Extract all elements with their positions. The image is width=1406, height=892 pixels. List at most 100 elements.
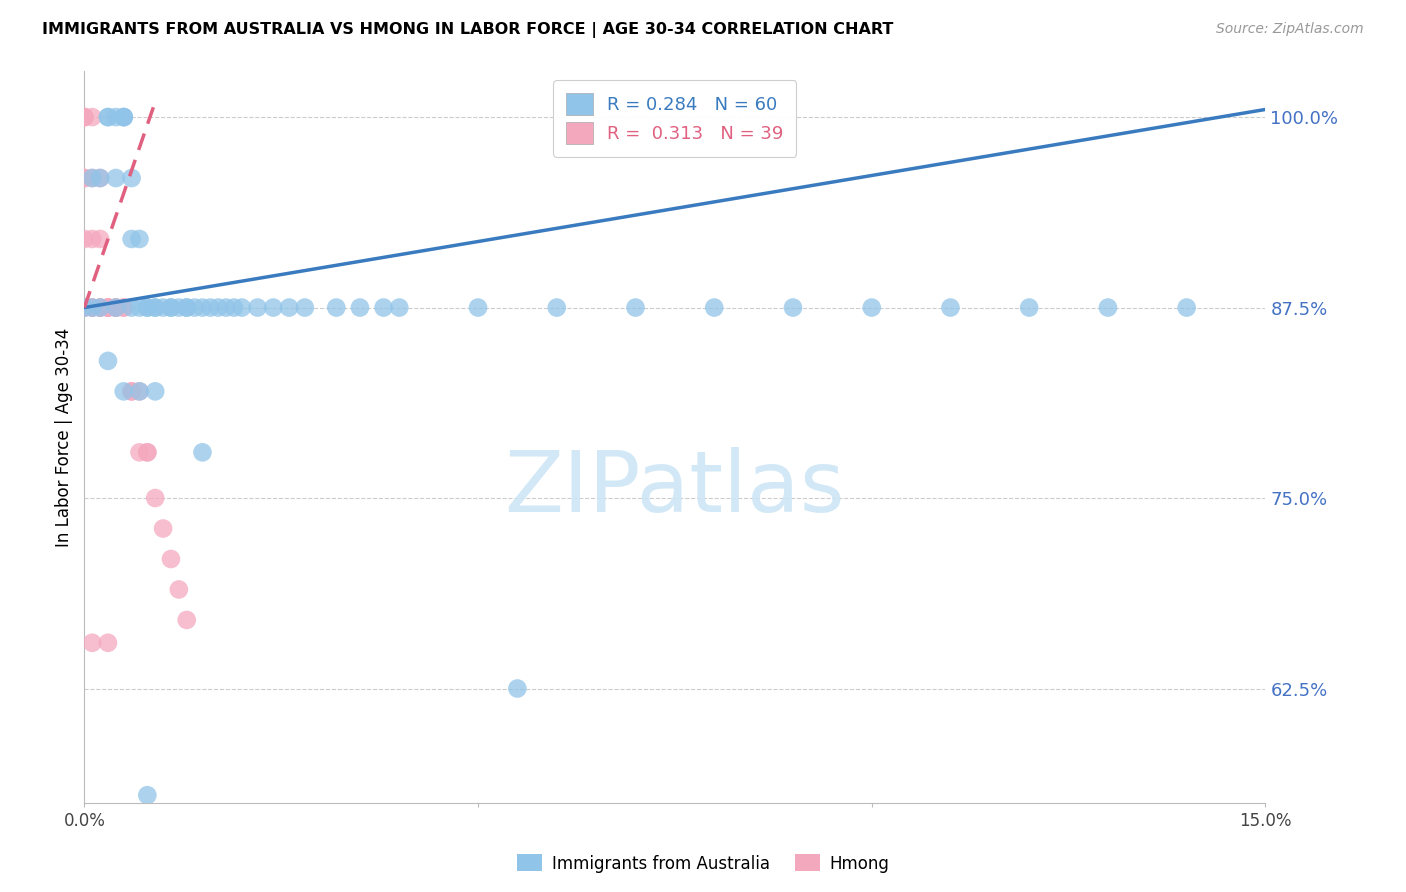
Point [104, 301, 127, 315]
Point [136, 301, 159, 315]
Point [73, 301, 96, 315]
Point [97, 354, 120, 368]
Point [97, 301, 120, 315]
Point [176, 301, 198, 315]
Point [82, 171, 104, 186]
Point [152, 301, 174, 315]
Point [278, 301, 301, 315]
Point [128, 384, 150, 399]
Point [104, 301, 127, 315]
Point [546, 301, 568, 315]
Point [136, 301, 159, 315]
Text: ZIPatlas: ZIPatlas [505, 447, 845, 530]
Point [73, 110, 96, 124]
Point [73, 232, 96, 246]
Point [89, 171, 111, 186]
Point [112, 384, 135, 399]
Point [82, 636, 104, 650]
Point [82, 110, 104, 124]
Point [231, 301, 253, 315]
Point [246, 301, 269, 315]
Point [82, 301, 104, 315]
Point [112, 110, 135, 124]
Text: Source: ZipAtlas.com: Source: ZipAtlas.com [1216, 22, 1364, 37]
Point [167, 582, 190, 597]
Point [143, 491, 166, 505]
Point [128, 384, 150, 399]
Point [73, 110, 96, 124]
Point [121, 232, 143, 246]
Point [860, 301, 883, 315]
Point [97, 301, 120, 315]
Point [73, 171, 96, 186]
Point [167, 301, 190, 315]
Point [104, 301, 127, 315]
Point [176, 613, 198, 627]
Y-axis label: In Labor Force | Age 30-34: In Labor Force | Age 30-34 [55, 327, 73, 547]
Point [160, 552, 183, 566]
Point [222, 301, 245, 315]
Point [104, 301, 127, 315]
Point [703, 301, 725, 315]
Point [136, 445, 159, 459]
Point [294, 301, 316, 315]
Text: IMMIGRANTS FROM AUSTRALIA VS HMONG IN LABOR FORCE | AGE 30-34 CORRELATION CHART: IMMIGRANTS FROM AUSTRALIA VS HMONG IN LA… [42, 22, 894, 38]
Point [104, 110, 127, 124]
Point [136, 445, 159, 459]
Point [82, 232, 104, 246]
Point [143, 301, 166, 315]
Point [325, 301, 347, 315]
Point [262, 301, 284, 315]
Point [207, 301, 229, 315]
Point [97, 110, 120, 124]
Point [782, 301, 804, 315]
Point [73, 301, 96, 315]
Point [1175, 301, 1198, 315]
Point [112, 110, 135, 124]
Point [128, 232, 150, 246]
Point [89, 171, 111, 186]
Point [112, 110, 135, 124]
Point [143, 384, 166, 399]
Point [89, 301, 111, 315]
Point [104, 171, 127, 186]
Point [89, 301, 111, 315]
Point [121, 171, 143, 186]
Point [82, 301, 104, 315]
Point [136, 788, 159, 802]
Point [97, 301, 120, 315]
Point [143, 301, 166, 315]
Point [176, 301, 198, 315]
Legend: R = 0.284   N = 60, R =  0.313   N = 39: R = 0.284 N = 60, R = 0.313 N = 39 [554, 80, 796, 157]
Point [121, 384, 143, 399]
Point [215, 301, 238, 315]
Point [112, 301, 135, 315]
Point [97, 636, 120, 650]
Point [506, 681, 529, 696]
Point [388, 301, 411, 315]
Point [183, 301, 205, 315]
Point [939, 301, 962, 315]
Point [128, 301, 150, 315]
Point [97, 301, 120, 315]
Point [1097, 301, 1119, 315]
Point [82, 171, 104, 186]
Point [191, 301, 214, 315]
Point [160, 301, 183, 315]
Point [191, 445, 214, 459]
Point [89, 232, 111, 246]
Point [121, 384, 143, 399]
Point [73, 110, 96, 124]
Point [200, 301, 222, 315]
Point [89, 301, 111, 315]
Point [73, 301, 96, 315]
Point [82, 301, 104, 315]
Point [121, 301, 143, 315]
Point [73, 171, 96, 186]
Point [1018, 301, 1040, 315]
Point [112, 301, 135, 315]
Point [97, 110, 120, 124]
Point [128, 445, 150, 459]
Point [349, 301, 371, 315]
Legend: Immigrants from Australia, Hmong: Immigrants from Australia, Hmong [510, 847, 896, 880]
